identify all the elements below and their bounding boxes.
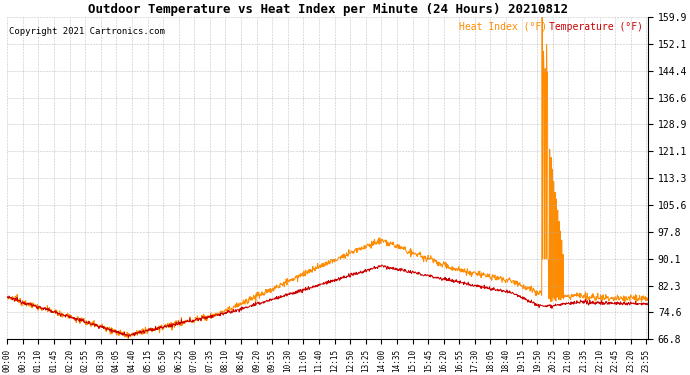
Text: Copyright 2021 Cartronics.com: Copyright 2021 Cartronics.com — [8, 27, 164, 36]
Title: Outdoor Temperature vs Heat Index per Minute (24 Hours) 20210812: Outdoor Temperature vs Heat Index per Mi… — [88, 3, 568, 16]
Legend: Heat Index (°F), Temperature (°F): Heat Index (°F), Temperature (°F) — [459, 22, 643, 32]
